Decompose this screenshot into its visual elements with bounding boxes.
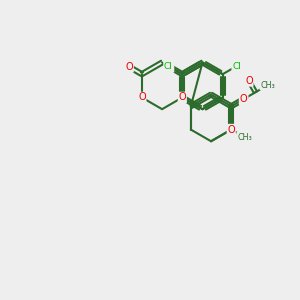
Text: O: O [138, 92, 146, 103]
Text: O: O [166, 62, 173, 72]
Text: O: O [125, 62, 133, 72]
Text: O: O [240, 94, 248, 104]
Text: CH₃: CH₃ [237, 133, 252, 142]
Text: O: O [227, 124, 235, 135]
Text: Cl: Cl [232, 61, 241, 70]
Text: CH₃: CH₃ [260, 81, 275, 90]
Text: O: O [245, 76, 253, 86]
Text: O: O [178, 92, 186, 103]
Text: Cl: Cl [164, 61, 173, 70]
Text: O: O [240, 94, 247, 104]
